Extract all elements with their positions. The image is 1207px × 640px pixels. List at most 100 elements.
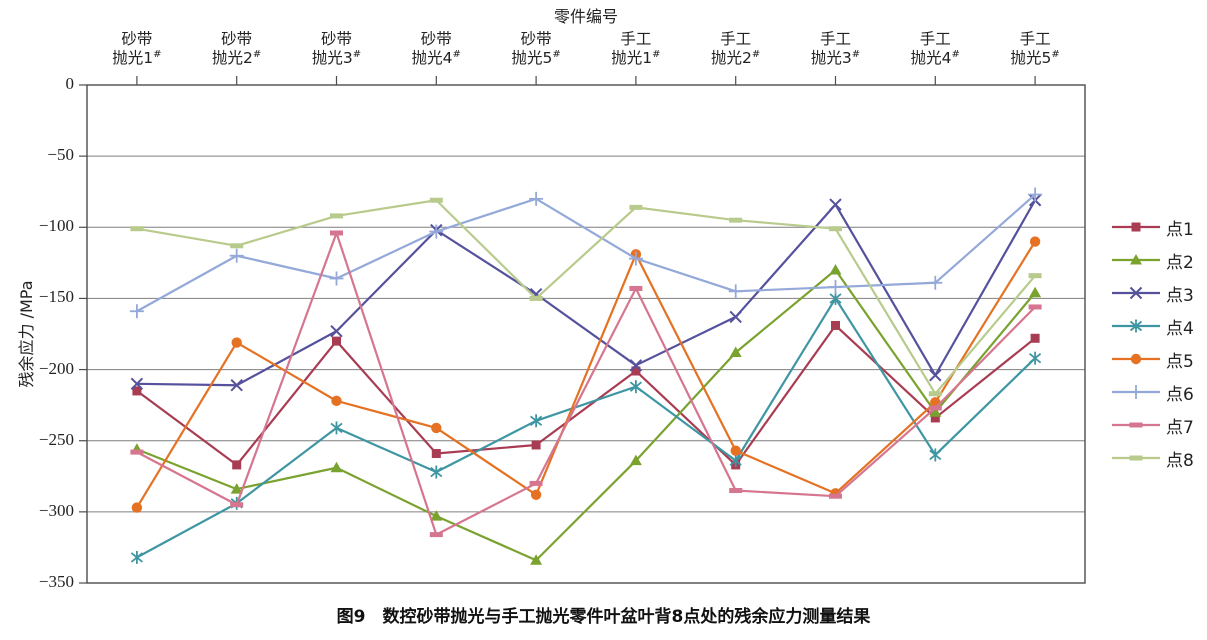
marker-circle [530, 489, 542, 500]
marker-dash [230, 502, 244, 508]
marker-triangle [1130, 254, 1142, 265]
marker-asterisk [130, 552, 143, 563]
category-label: 砂带 抛光2# [212, 30, 262, 68]
marker-x [629, 359, 643, 372]
marker-asterisk [1129, 320, 1143, 332]
marker-triangle [430, 510, 443, 521]
series-line [136, 199, 1036, 395]
legend-swatch [1112, 353, 1160, 365]
y-tick-label: −300 [38, 500, 74, 520]
category-label: 砂带 抛光3# [311, 30, 362, 68]
marker-square [631, 366, 641, 376]
marker-x [330, 324, 343, 338]
marker-dash [928, 391, 942, 397]
series-点5 [131, 236, 1041, 513]
marker-dash [829, 226, 842, 232]
category-label: 手工 抛光5# [1010, 30, 1060, 68]
series-点2 [130, 263, 1042, 565]
marker-triangle [330, 461, 343, 473]
marker-circle [1130, 353, 1142, 365]
legend-item: 点1 [1112, 218, 1207, 240]
legend-label: 点3 [1166, 285, 1194, 306]
series-点6 [129, 187, 1043, 319]
marker-dash [729, 488, 743, 494]
legend-label: 点4 [1166, 318, 1194, 339]
marker-dash [1129, 422, 1143, 428]
marker-asterisk [430, 466, 443, 478]
marker-triangle [829, 263, 842, 275]
category-label: 砂带 抛光1# [112, 30, 162, 68]
y-tick-label: −50 [47, 145, 74, 165]
legend-label: 点6 [1166, 384, 1194, 405]
legend-item: 点4 [1112, 317, 1207, 339]
legend-swatch [1112, 422, 1160, 428]
category-label: 砂带 抛光4# [411, 30, 461, 68]
marker-triangle [1029, 286, 1042, 298]
category-label: 手工 抛光2# [711, 30, 761, 68]
marker-square [831, 320, 840, 330]
marker-dash [928, 405, 942, 411]
legend-label: 点7 [1166, 417, 1194, 438]
legend-label: 点1 [1166, 219, 1194, 240]
legend-swatch [1112, 319, 1160, 333]
marker-asterisk [929, 449, 942, 461]
marker-dash [330, 230, 343, 236]
marker-circle [331, 395, 342, 407]
marker-dash [130, 226, 144, 232]
marker-dash [429, 197, 443, 203]
legend-swatch [1112, 286, 1160, 300]
category-label: 手工 抛光3# [810, 30, 861, 68]
marker-dash [230, 243, 244, 249]
series-line [135, 240, 1037, 509]
marker-dash [529, 295, 543, 301]
series-line [136, 199, 1037, 387]
marker-circle [431, 422, 442, 434]
marker-dash [829, 493, 842, 499]
category-label: 砂带 抛光5# [511, 30, 561, 68]
y-tick-label: 0 [65, 74, 75, 93]
y-tick-label: −100 [38, 216, 74, 236]
y-tick-label: −350 [38, 572, 74, 591]
marker-square [132, 386, 142, 396]
y-tick-label: −200 [38, 358, 74, 378]
legend: 点1 点2 点3 点4 点5 点6 点7 点8 [1112, 218, 1207, 482]
legend-item: 点3 [1112, 284, 1207, 306]
marker-dash [629, 285, 643, 291]
marker-triangle [629, 454, 642, 466]
marker-asterisk [829, 293, 842, 304]
legend-label: 点2 [1166, 252, 1194, 273]
y-tick-label: −250 [38, 429, 74, 449]
marker-square [531, 440, 541, 450]
marker-x [130, 377, 144, 391]
marker-square [431, 449, 441, 459]
marker-asterisk [729, 455, 742, 466]
series-line [136, 324, 1036, 467]
legend-item: 点2 [1112, 251, 1207, 273]
series-line [136, 297, 1036, 559]
legend-item: 点6 [1112, 383, 1207, 405]
marker-circle [231, 337, 242, 348]
marker-square [930, 413, 940, 423]
marker-triangle [230, 483, 243, 494]
legend-swatch [1112, 385, 1160, 399]
marker-dash [629, 204, 643, 210]
marker-dash [1129, 455, 1143, 461]
marker-x [829, 198, 842, 211]
legend-label: 点5 [1166, 351, 1194, 372]
marker-x [929, 369, 942, 382]
marker-square [1131, 222, 1141, 232]
legend-label: 点8 [1166, 450, 1194, 471]
marker-square [232, 460, 242, 470]
legend-swatch [1112, 254, 1160, 265]
marker-dash [729, 217, 743, 223]
y-tick-label: −150 [38, 287, 74, 307]
marker-triangle [729, 346, 742, 357]
marker-x [1129, 286, 1143, 300]
marker-circle [1029, 236, 1041, 247]
series-line [136, 193, 1036, 313]
plot-border [86, 84, 1086, 584]
marker-triangle [530, 554, 543, 565]
marker-dash [1028, 304, 1042, 310]
top-axis-title: 零件编号 [553, 7, 618, 26]
